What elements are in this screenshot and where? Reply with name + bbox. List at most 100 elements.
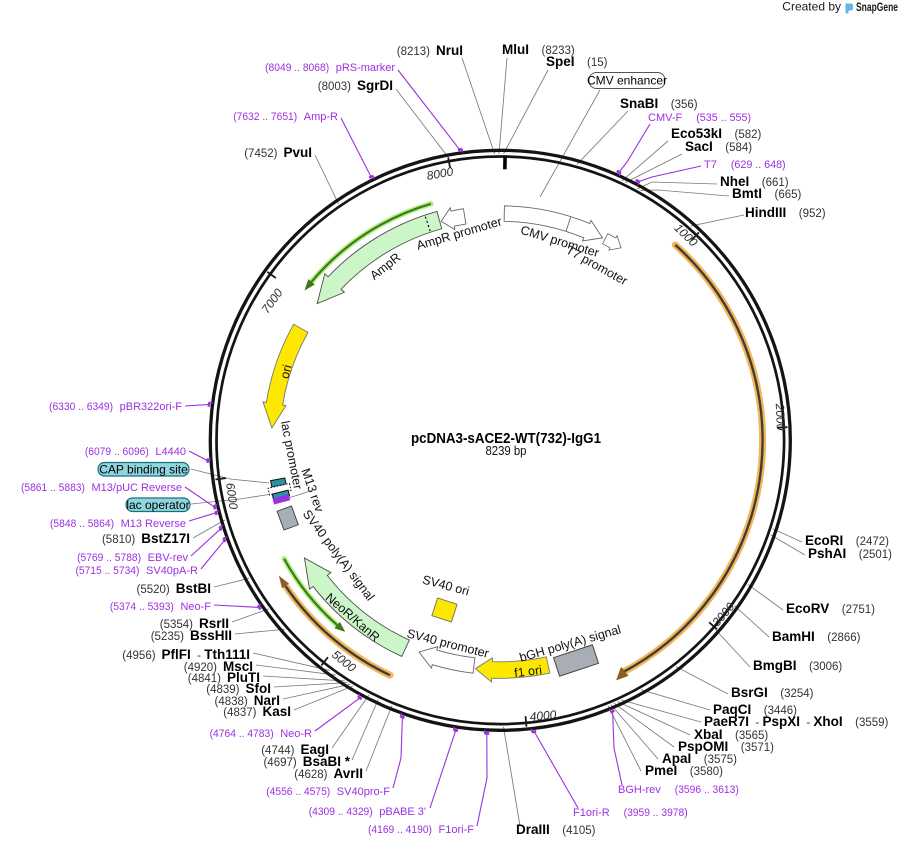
svg-text:(2751): (2751): [842, 604, 875, 616]
svg-text:f1 ori: f1 ori: [513, 663, 542, 680]
svg-text:L4440: L4440: [155, 446, 186, 458]
svg-text:XbaI: XbaI: [694, 727, 723, 742]
svg-text:PshAI: PshAI: [808, 546, 846, 561]
svg-text:SacI: SacI: [685, 139, 713, 154]
svg-text:SnaBI: SnaBI: [620, 96, 658, 111]
svg-text:CAP binding site: CAP binding site: [99, 462, 188, 476]
svg-text:(4764 .. 4783): (4764 .. 4783): [210, 728, 274, 740]
svg-text:(5810): (5810): [102, 534, 135, 546]
svg-text:BmgBI: BmgBI: [753, 658, 797, 673]
svg-text:BstBI: BstBI: [176, 581, 211, 596]
svg-text:Neo-F: Neo-F: [180, 601, 211, 613]
svg-text:T7: T7: [704, 159, 717, 171]
svg-text:(4105): (4105): [562, 825, 595, 837]
svg-text:PaeR7I: PaeR7I: [704, 714, 749, 729]
svg-text:PspXI: PspXI: [762, 714, 800, 729]
svg-text:8239 bp: 8239 bp: [486, 443, 527, 458]
svg-text:(5520): (5520): [137, 584, 170, 596]
svg-text:(3596 .. 3613): (3596 .. 3613): [675, 784, 739, 796]
svg-text:(629 .. 648): (629 .. 648): [731, 159, 786, 171]
svg-text:(6330 .. 6349): (6330 .. 6349): [49, 401, 113, 413]
svg-text:PmeI: PmeI: [645, 763, 677, 778]
svg-text:(5848 .. 5864): (5848 .. 5864): [50, 518, 114, 530]
svg-text:(4837): (4837): [223, 707, 256, 719]
svg-text:(8233): (8233): [541, 45, 574, 57]
svg-text:(535 .. 555): (535 .. 555): [696, 112, 751, 124]
svg-text:BsaBI *: BsaBI *: [303, 754, 351, 769]
svg-text:DraIII: DraIII: [516, 822, 550, 837]
svg-text:CMV enhancer: CMV enhancer: [587, 74, 667, 88]
svg-text:PflFI: PflFI: [162, 647, 191, 662]
svg-text:(3565): (3565): [735, 730, 768, 742]
svg-text:(4556 .. 4575): (4556 .. 4575): [266, 786, 330, 798]
svg-text:(2472): (2472): [856, 536, 889, 548]
svg-text:lac operator: lac operator: [126, 498, 189, 512]
svg-text:(3559): (3559): [855, 717, 888, 729]
svg-text:(3006): (3006): [809, 661, 842, 673]
svg-text:(5769 .. 5788): (5769 .. 5788): [77, 552, 141, 564]
svg-text:(2866): (2866): [827, 632, 860, 644]
svg-text:(4309 .. 4329): (4309 .. 4329): [309, 806, 373, 818]
svg-text:(5354): (5354): [160, 619, 193, 631]
svg-text:6000: 6000: [223, 482, 241, 511]
svg-text:Neo-R: Neo-R: [280, 728, 312, 740]
svg-text:(4628): (4628): [294, 769, 327, 781]
svg-text:BstZ17I: BstZ17I: [141, 531, 190, 546]
svg-text:SfoI: SfoI: [246, 681, 272, 696]
svg-text:SgrDI: SgrDI: [357, 78, 393, 93]
svg-text:SV40pA-R: SV40pA-R: [146, 565, 198, 577]
svg-text:Amp-R: Amp-R: [304, 111, 338, 123]
svg-text:(356): (356): [671, 99, 698, 111]
svg-text:(3446): (3446): [764, 705, 797, 717]
svg-text:pBR322ori-F: pBR322ori-F: [120, 401, 183, 413]
svg-text:MluI: MluI: [502, 42, 529, 57]
svg-text:(665): (665): [774, 189, 801, 201]
svg-text:BsrGI: BsrGI: [731, 685, 768, 700]
svg-text:pBABE 3': pBABE 3': [379, 806, 426, 818]
svg-text:-: -: [749, 717, 762, 729]
svg-text:pcDNA3-sACE2-WT(732)-IgG1: pcDNA3-sACE2-WT(732)-IgG1: [411, 431, 601, 447]
svg-text:(4744): (4744): [261, 745, 294, 757]
svg-text:(5861 .. 5883): (5861 .. 5883): [21, 482, 85, 494]
svg-text:CMV-F: CMV-F: [648, 112, 683, 124]
svg-text:-: -: [800, 717, 813, 729]
svg-text:(15): (15): [587, 57, 608, 69]
svg-text:-: -: [191, 650, 204, 662]
svg-text:SnapGene: SnapGene: [856, 0, 898, 14]
svg-text:M13 Reverse: M13 Reverse: [121, 518, 186, 530]
svg-text:PluTI: PluTI: [227, 670, 260, 685]
svg-text:(5715 .. 5734): (5715 .. 5734): [75, 565, 139, 577]
svg-text:EagI: EagI: [300, 742, 329, 757]
svg-text:(7632 .. 7651): (7632 .. 7651): [233, 111, 297, 123]
svg-text:(584): (584): [725, 142, 752, 154]
svg-text:NheI: NheI: [720, 174, 749, 189]
svg-text:BGH-rev: BGH-rev: [618, 784, 661, 796]
svg-text:M13/pUC Reverse: M13/pUC Reverse: [92, 482, 182, 494]
svg-text:Created by: Created by: [782, 0, 841, 14]
svg-text:Tth111I: Tth111I: [204, 647, 250, 662]
svg-text:SpeI: SpeI: [546, 54, 575, 69]
svg-text:NarI: NarI: [254, 693, 280, 708]
svg-text:HindIII: HindIII: [745, 205, 786, 220]
svg-text:(5235): (5235): [151, 631, 184, 643]
svg-text:(2501): (2501): [859, 549, 892, 561]
svg-text:(5374 .. 5393): (5374 .. 5393): [110, 601, 174, 613]
svg-text:(6079 .. 6096): (6079 .. 6096): [85, 446, 149, 458]
svg-text:F1ori-F: F1ori-F: [439, 824, 475, 836]
svg-text:EBV-rev: EBV-rev: [148, 552, 189, 564]
svg-text:(661): (661): [762, 177, 789, 189]
svg-text:ApaI: ApaI: [662, 751, 691, 766]
svg-text:(4169 .. 4190): (4169 .. 4190): [368, 824, 432, 836]
svg-text:XhoI: XhoI: [813, 714, 842, 729]
svg-text:PspOMI: PspOMI: [678, 739, 728, 754]
svg-text:AvrII: AvrII: [333, 766, 363, 781]
svg-text:SV40pro-F: SV40pro-F: [337, 786, 390, 798]
svg-text:(952): (952): [799, 208, 826, 220]
svg-text:KasI: KasI: [262, 704, 291, 719]
svg-text:EcoRV: EcoRV: [786, 601, 829, 616]
svg-text:8000: 8000: [426, 164, 455, 183]
svg-text:(3580): (3580): [690, 766, 723, 778]
svg-text:F1ori-R: F1ori-R: [573, 807, 610, 819]
svg-text:pRS-marker: pRS-marker: [336, 62, 396, 74]
svg-text:(8049 .. 8068): (8049 .. 8068): [265, 62, 329, 74]
